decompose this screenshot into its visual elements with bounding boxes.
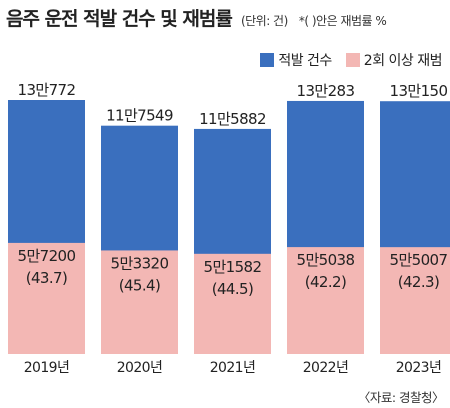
x-tick-label: 2022년	[303, 360, 349, 376]
data-label-repeat: 5만7200	[18, 247, 76, 265]
x-tick-label: 2021년	[210, 360, 256, 376]
legend-label-repeat: 2회 이상 재범	[363, 53, 443, 69]
bar-repeat	[101, 250, 178, 354]
data-label-rate: (44.5)	[212, 280, 254, 298]
bar-repeat	[380, 247, 450, 354]
legend-swatch-detections	[260, 53, 275, 67]
data-label-detections: 11만5882	[199, 110, 266, 128]
data-label-detections: 13만150	[390, 82, 448, 100]
legend: 적발 건수 2회 이상 재범	[250, 50, 443, 70]
data-label-detections: 13만772	[18, 81, 76, 99]
bar-repeat	[8, 242, 85, 354]
x-tick-label: 2019년	[24, 360, 70, 376]
data-label-rate: (45.4)	[119, 276, 161, 294]
bar-repeat	[287, 247, 364, 354]
legend-swatch-repeat	[345, 53, 360, 67]
x-tick-label: 2023년	[396, 360, 442, 376]
x-tick-label: 2020년	[117, 360, 163, 376]
data-label-repeat: 5만5007	[390, 251, 448, 269]
source-note: 〈자료: 경찰청〉	[357, 390, 445, 405]
legend-item-repeat: 2회 이상 재범	[345, 50, 443, 70]
chart-title: 음주 운전 적발 건수 및 재범률	[6, 8, 233, 30]
data-label-rate: (42.2)	[305, 273, 347, 291]
data-label-detections: 13만283	[297, 82, 355, 100]
bar-repeat	[194, 253, 271, 354]
data-label-detections: 11만7549	[106, 107, 173, 125]
data-label-rate: (43.7)	[26, 269, 68, 287]
data-label-repeat: 5만3320	[111, 254, 169, 272]
data-label-repeat: 5만5038	[297, 251, 355, 269]
rate-note: *( )안은 재범률 %	[298, 14, 387, 28]
legend-item-detections: 적발 건수	[260, 50, 332, 70]
data-label-rate: (42.3)	[398, 273, 440, 291]
data-label-repeat: 5만1582	[204, 258, 262, 276]
legend-label-detections: 적발 건수	[278, 53, 332, 69]
chart-header: 음주 운전 적발 건수 및 재범률 (단위: 건) *( )안은 재범률 %	[6, 4, 446, 32]
unit-label: (단위: 건)	[240, 14, 288, 28]
